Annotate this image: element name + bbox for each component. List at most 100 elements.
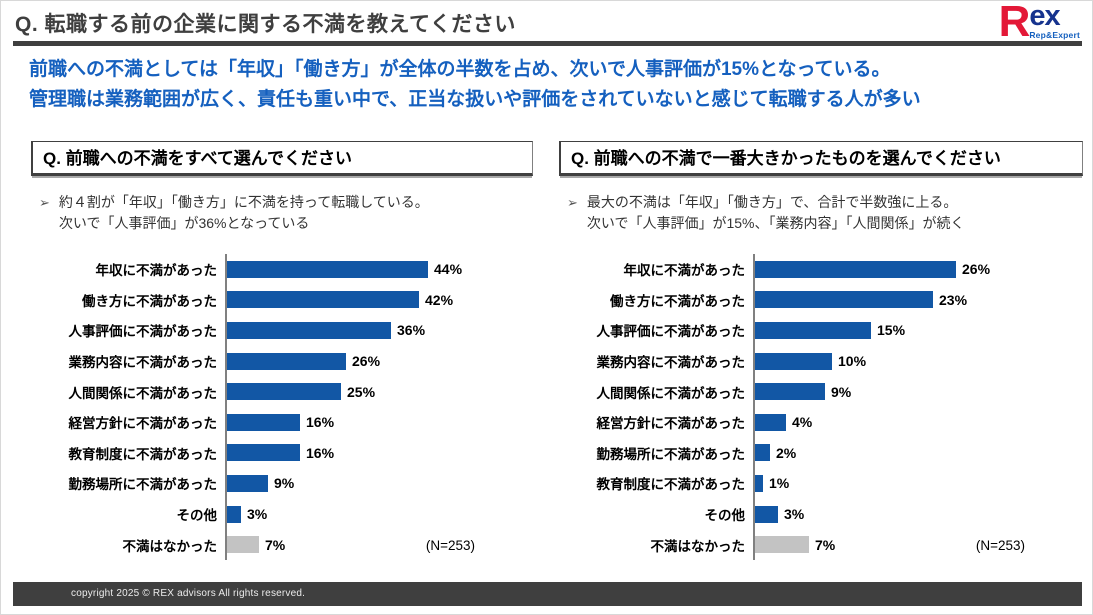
bar-value-label: 3% <box>784 506 805 523</box>
bar <box>755 352 832 370</box>
summary-line-1: 前職への不満としては「年収」「働き方」が全体の半数を占め、次いで人事評価が15%… <box>29 59 891 80</box>
bar <box>227 536 259 554</box>
bar-row: その他 3% <box>559 498 1083 530</box>
bar-value-label: 16% <box>306 414 335 431</box>
note-line-1: 約４割が「年収」「働き方」に不満を持って転職している。 <box>58 194 429 210</box>
bar <box>227 444 300 462</box>
bar-row: 人事評価に不満があった 36% <box>31 315 533 346</box>
bar-value-label: 23% <box>939 291 968 308</box>
bar-row: 人間関係に不満があった 9% <box>559 376 1083 407</box>
copyright-text: copyright 2025 © REX advisors All rights… <box>71 588 306 599</box>
question-box: Q. 前職への不満で一番大きかったものを選んでください <box>559 141 1083 176</box>
bar-value-label: 1% <box>769 475 790 492</box>
bar-category-label: 教育制度に不満があった <box>68 446 218 462</box>
bar-row: 業務内容に不満があった 10% <box>559 345 1083 377</box>
bar-track: 25% <box>225 376 533 407</box>
bar-category-label: 人間関係に不満があった <box>68 385 218 401</box>
bar-value-label: 26% <box>962 261 991 278</box>
bar <box>227 413 300 431</box>
bar-category-label: 業務内容に不満があった <box>596 355 746 371</box>
bar-row: その他 3% <box>31 498 533 530</box>
bar-value-label: 2% <box>776 444 797 461</box>
bar-track: 16% <box>225 437 533 469</box>
rex-logo: R ex Rep&Expert <box>998 0 1080 46</box>
note-line-1: 最大の不満は「年収」「働き方」で、合計で半数強に上る。 <box>586 194 958 210</box>
bar-track: 3% <box>753 498 1083 530</box>
bar-track: 2% <box>753 437 1083 469</box>
bar <box>755 413 786 431</box>
finding-note: ➢ 約４割が「年収」「働き方」に不満を持って転職している。 次いで「人事評価」が… <box>31 192 533 234</box>
bar-track: 26% <box>225 345 533 377</box>
bar-category-label: その他 <box>176 508 218 524</box>
bar-category-label: 不満はなかった <box>650 538 746 554</box>
bar-category-label: 人事評価に不満があった <box>596 324 746 340</box>
bar-row: 年収に不満があった 44% <box>31 254 533 285</box>
bar-row: 勤務場所に不満があった 9% <box>31 468 533 499</box>
bar-category-label: 不満はなかった <box>122 538 218 554</box>
bar-row: 不満はなかった 7% <box>559 529 1083 560</box>
bar-category-label: 人事評価に不満があった <box>68 324 218 340</box>
bar-value-label: 26% <box>352 353 381 370</box>
bar-category-label: 勤務場所に不満があった <box>596 446 746 462</box>
note-line-2: 次いで「人事評価」が15%、「業務内容」「人間関係」が続く <box>586 215 965 231</box>
bar-value-label: 16% <box>306 444 335 461</box>
bar <box>755 383 825 401</box>
question-box: Q. 前職への不満をすべて選んでください <box>31 141 533 176</box>
bar <box>227 474 268 492</box>
bar-track: 23% <box>753 284 1083 316</box>
bar-track: 10% <box>753 345 1083 377</box>
bar-category-label: 教育制度に不満があった <box>596 477 746 493</box>
summary-line-2: 管理職は業務範囲が広く、責任も重い中で、正当な扱いや評価をされていないと感じて転… <box>29 89 921 110</box>
bar-chart-all-complaints: 年収に不満があった 44% 働き方に不満があった 42% 人事評価に不満があった 36% 業… <box>31 254 533 560</box>
bar-track: 4% <box>753 406 1083 438</box>
bar-track: 7% <box>753 529 1083 560</box>
bar <box>755 291 933 309</box>
bar-row: 勤務場所に不満があった 2% <box>559 437 1083 469</box>
bar-value-label: 15% <box>877 322 906 339</box>
bar-track: 36% <box>225 315 533 346</box>
bar-track: 26% <box>753 254 1083 285</box>
bar <box>755 505 778 523</box>
bar-category-label: 経営方針に不満があった <box>596 416 746 432</box>
bar-row: 業務内容に不満があった 26% <box>31 345 533 377</box>
bar-value-label: 9% <box>274 475 295 492</box>
bar-category-label: 業務内容に不満があった <box>68 355 218 371</box>
bar-value-label: 7% <box>815 536 836 553</box>
note-line-2: 次いで「人事評価」が36%となっている <box>58 215 310 231</box>
bar-row: 不満はなかった 7% <box>31 529 533 560</box>
finding-note: ➢ 最大の不満は「年収」「働き方」で、合計で半数強に上る。 次いで「人事評価」が… <box>559 192 1083 234</box>
bar-value-label: 9% <box>831 383 852 400</box>
title-underline-rule <box>13 41 1082 46</box>
bar-row: 働き方に不満があった 42% <box>31 284 533 316</box>
bar <box>755 474 763 492</box>
bar <box>227 260 428 278</box>
bar <box>755 321 871 339</box>
bar-row: 経営方針に不満があった 4% <box>559 406 1083 438</box>
bar-row: 年収に不満があった 26% <box>559 254 1083 285</box>
sample-size-label: (N=253) <box>425 537 475 553</box>
page-title: Q. 転職する前の企業に関する不満を教えてください <box>15 13 516 36</box>
bar-category-label: 経営方針に不満があった <box>68 416 218 432</box>
bar-track: 9% <box>753 376 1083 407</box>
bar-track: 3% <box>225 498 533 530</box>
bar-category-label: 人間関係に不満があった <box>596 385 746 401</box>
bar-track: 16% <box>225 406 533 438</box>
summary-lead: 前職への不満としては「年収」「働き方」が全体の半数を占め、次いで人事評価が15%… <box>29 55 1079 115</box>
bar-category-label: 働き方に不満があった <box>82 293 217 309</box>
panel-all-complaints: Q. 前職への不満をすべて選んでください ➢ 約４割が「年収」「働き方」に不満を… <box>31 141 533 560</box>
question-text: Q. 前職への不満で一番大きかったものを選んでください <box>571 149 1001 168</box>
bar-value-label: 36% <box>397 322 426 339</box>
logo-letters-ex: ex <box>1029 0 1060 32</box>
bar <box>755 444 770 462</box>
bar-category-label: 働き方に不満があった <box>610 293 745 309</box>
logo-letter-r: R <box>998 0 1031 46</box>
bar <box>227 352 346 370</box>
bar-category-label: 年収に不満があった <box>623 263 746 279</box>
bar-track: 1% <box>753 468 1083 499</box>
bar <box>227 321 391 339</box>
bar-value-label: 3% <box>247 506 268 523</box>
bar-value-label: 4% <box>792 414 813 431</box>
question-text: Q. 前職への不満をすべて選んでください <box>43 149 352 168</box>
bar-track: 9% <box>225 468 533 499</box>
